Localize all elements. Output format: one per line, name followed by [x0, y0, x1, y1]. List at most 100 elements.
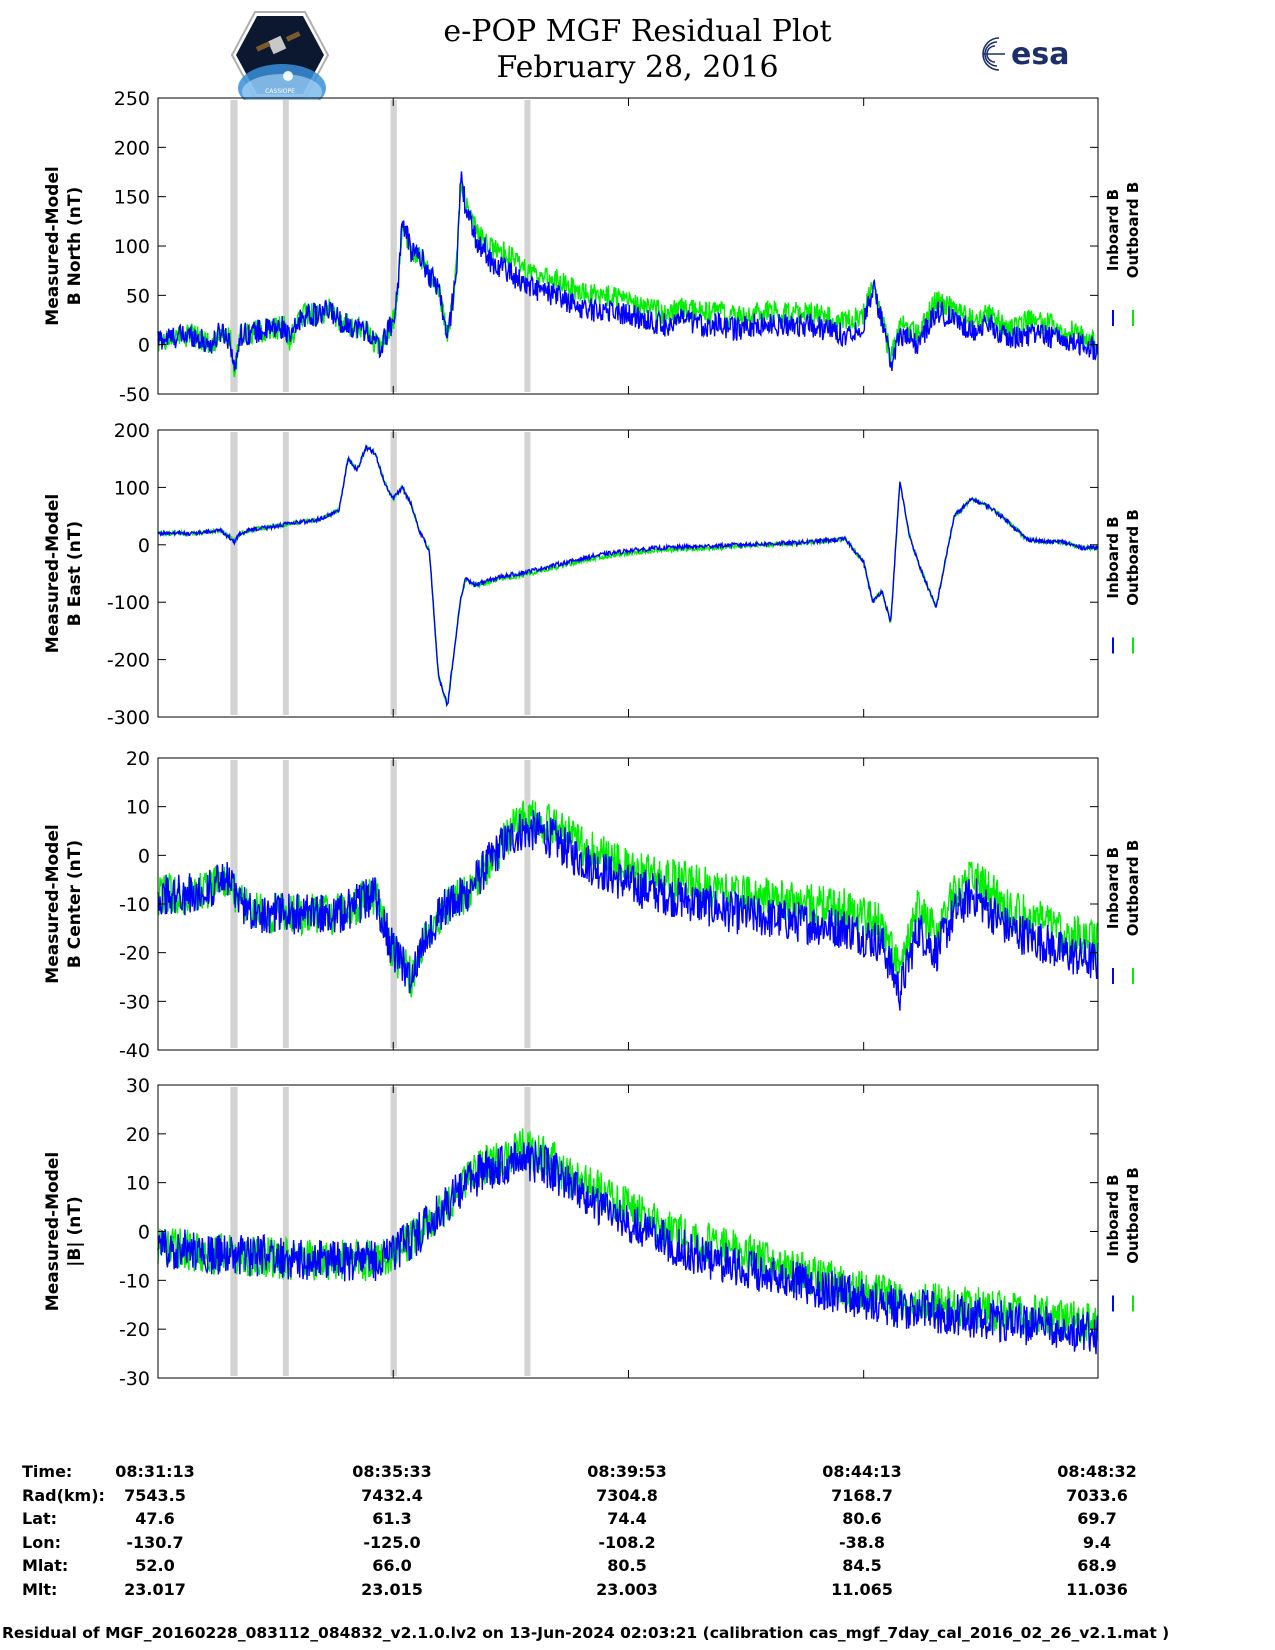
orbit-value: 7304.8: [596, 1485, 658, 1505]
y-tick-label: 20: [126, 748, 150, 770]
y-tick-label: 20: [126, 1124, 150, 1146]
data-gap-band: [524, 760, 531, 1048]
y-axis-label: Measured-Model: [43, 1152, 63, 1311]
legend-label: Outboard B: [1124, 840, 1142, 937]
data-gap-band: [390, 432, 397, 715]
cassiope-logo-text: CASSIOPE: [265, 88, 295, 95]
plot-date: February 28, 2016: [496, 50, 779, 85]
plot-frame: [157, 429, 1099, 718]
orbit-row-label: Mlt:: [22, 1579, 58, 1599]
legend-label: Inboard B: [1104, 1174, 1122, 1256]
y-tick-label: -30: [119, 1368, 150, 1390]
orbit-value: -38.8: [838, 1532, 886, 1552]
orbit-row-label: Lon:: [22, 1532, 61, 1552]
y-axis-label: B East (nT): [65, 521, 85, 626]
data-gap-band: [390, 100, 397, 392]
y-tick-label: 100: [114, 477, 150, 499]
legend-label: Outboard B: [1124, 509, 1142, 606]
data-gap-band: [230, 1087, 238, 1376]
y-tick-label: -200: [107, 650, 150, 672]
orbit-value: 11.065: [831, 1579, 893, 1599]
orbit-value: 7432.4: [361, 1485, 423, 1505]
orbit-value: 08:31:13: [115, 1462, 195, 1481]
y-tick-label: -40: [119, 1040, 150, 1062]
chart-panel-3: -40 -30 -20 -10 0 10 20 Measured-Model B Center …: [43, 748, 1142, 1062]
orbit-value: 80.6: [842, 1509, 882, 1528]
inboard-series-line: [157, 171, 1099, 372]
orbit-value: 84.5: [842, 1556, 882, 1575]
outboard-series-line: [157, 800, 1099, 998]
inboard-series-line: [157, 810, 1099, 1011]
orbit-value: 08:44:13: [822, 1462, 902, 1481]
esa-logo-icon: esa: [982, 37, 1069, 72]
orbit-value: 08:48:32: [1057, 1462, 1137, 1481]
title-block: e-POP MGF Residual Plot February 28, 201…: [0, 14, 1275, 86]
y-tick-label: -20: [119, 1319, 150, 1341]
data-gap-band: [524, 100, 531, 392]
y-tick-label: 150: [114, 187, 150, 209]
orbit-value: 66.0: [372, 1556, 412, 1575]
outboard-series-line: [157, 446, 1099, 706]
y-axis-label: Measured-Model: [43, 166, 63, 325]
orbit-value: 61.3: [372, 1509, 412, 1528]
orbit-value: 52.0: [135, 1556, 175, 1575]
data-gap-band: [390, 760, 397, 1048]
data-gap-band: [230, 100, 238, 392]
orbit-value: 47.6: [135, 1509, 175, 1528]
y-axis-label: Measured-Model: [43, 824, 63, 983]
orbit-table: Time: Rad(km): Lat: Lon: Mlat: Mlt: 08:31:13 75…: [0, 1462, 1275, 1622]
orbit-value: 9.4: [1082, 1532, 1112, 1552]
orbit-row-label: Rad(km):: [22, 1485, 105, 1505]
y-tick-label: 0: [138, 335, 150, 357]
y-tick-label: -10: [119, 1270, 150, 1292]
orbit-row-label: Lat:: [22, 1509, 58, 1528]
y-tick-label: 0: [138, 535, 150, 557]
chart-panel-4: -30 -20 -10 0 10 20 30 Measured-Model |B| (nT) In…: [43, 1075, 1142, 1390]
orbit-value: 7033.6: [1066, 1485, 1128, 1505]
data-gap-band: [524, 1087, 531, 1376]
data-gap-band: [282, 760, 289, 1048]
y-tick-label: 0: [138, 1222, 150, 1244]
y-axis-label: B Center (nT): [65, 840, 85, 968]
orbit-value: 23.017: [124, 1579, 186, 1599]
y-tick-label: -20: [119, 943, 150, 965]
orbit-value: 7543.5: [124, 1485, 186, 1505]
orbit-value: -125.0: [363, 1532, 421, 1552]
plot-title: e-POP MGF Residual Plot: [443, 14, 832, 49]
y-tick-label: 10: [126, 797, 150, 819]
orbit-value: 08:39:53: [587, 1462, 667, 1481]
orbit-row-label: Mlat:: [22, 1556, 69, 1575]
orbit-value: 7168.7: [831, 1485, 893, 1505]
y-tick-label: -10: [119, 894, 150, 916]
footer-caption: Residual of MGF_20160228_083112_084832_v…: [2, 1624, 1170, 1642]
esa-logo-text: esa: [1011, 37, 1069, 72]
orbit-value: 11.036: [1066, 1579, 1128, 1599]
y-tick-label: 200: [114, 420, 150, 442]
legend-label: Outboard B: [1124, 1167, 1142, 1264]
orbit-value: 08:35:33: [352, 1462, 432, 1481]
data-gap-band: [282, 1087, 289, 1376]
y-tick-label: -100: [107, 592, 150, 614]
y-axis-label: Measured-Model: [43, 494, 63, 653]
chart-panel-2: -300 -200 -100 0 100 200 Measured-Model B East …: [43, 420, 1142, 729]
y-tick-label: -50: [119, 384, 150, 406]
data-gap-band: [282, 432, 289, 715]
y-tick-label: 0: [138, 845, 150, 867]
inboard-series-line: [157, 444, 1099, 708]
orbit-value: 69.7: [1077, 1509, 1117, 1528]
y-tick-label: 250: [114, 88, 150, 110]
y-tick-label: 50: [126, 285, 150, 307]
orbit-value: 68.9: [1077, 1556, 1117, 1575]
data-gap-band: [390, 1087, 397, 1376]
orbit-row-label: Time:: [22, 1462, 73, 1481]
inboard-series-line: [157, 1141, 1099, 1355]
outboard-series-line: [157, 1128, 1099, 1343]
y-tick-label: 100: [114, 236, 150, 258]
plot-frame: [157, 97, 1099, 395]
cassiope-logo-icon: CASSIOPE: [230, 11, 330, 100]
y-axis-label: |B| (nT): [65, 1196, 85, 1267]
orbit-value: 23.003: [596, 1579, 658, 1599]
data-gap-band: [230, 432, 238, 715]
y-tick-label: 200: [114, 137, 150, 159]
legend-label: Outboard B: [1124, 182, 1142, 279]
